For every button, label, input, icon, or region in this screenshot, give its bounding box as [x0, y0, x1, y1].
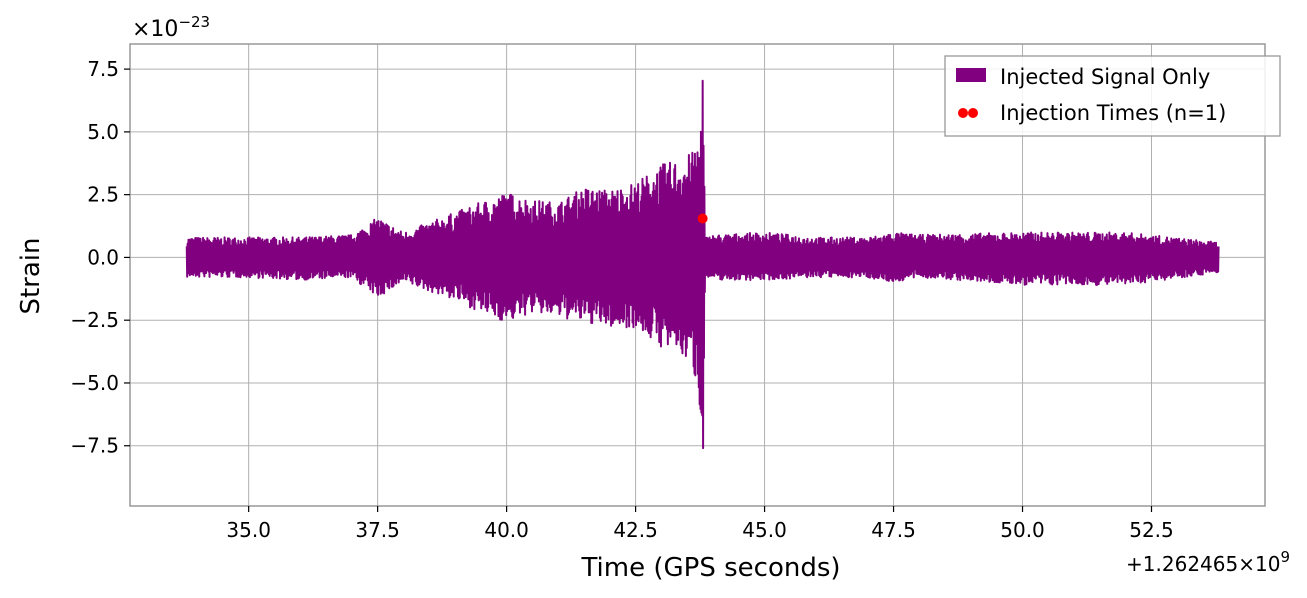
series-layer	[185, 79, 1220, 450]
legend-marker-injection-1	[958, 108, 968, 118]
y-axis-label: Strain	[16, 237, 46, 314]
legend-label-signal: Injected Signal Only	[1000, 65, 1210, 89]
x-tick-label: 42.5	[613, 518, 658, 542]
x-tick-label: 37.5	[355, 518, 400, 542]
y-tick-label: 7.5	[87, 57, 119, 81]
ticks: 35.0 37.5 40.0 42.5 45.0 47.5 50.0 52.5 −7.5 −5.0…	[70, 57, 1173, 542]
x-tick-label: 40.0	[484, 518, 529, 542]
y-tick-label: −7.5	[70, 434, 119, 458]
legend-label-injection: Injection Times (n=1)	[1000, 101, 1226, 125]
x-tick-label: 45.0	[742, 518, 787, 542]
x-offset-label: +1.262465×109	[1126, 548, 1290, 576]
y-tick-label: −5.0	[70, 371, 119, 395]
legend-box	[944, 55, 1281, 137]
x-axis-label: Time (GPS seconds)	[580, 553, 840, 583]
x-tick-label: 52.5	[1129, 518, 1174, 542]
injection-point	[697, 213, 708, 224]
plot-frame	[129, 43, 1266, 507]
y-tick-label: 0.0	[87, 245, 119, 269]
y-tick-label: 2.5	[87, 183, 119, 207]
signal-line	[185, 79, 1220, 450]
x-tick-label: 35.0	[226, 518, 271, 542]
y-scale-label: ×10−23	[132, 13, 210, 42]
y-tick-label: 5.0	[87, 120, 119, 144]
y-tick-label: −2.5	[70, 308, 119, 332]
legend: Injected Signal Only Injection Times (n=…	[944, 55, 1281, 137]
legend-swatch-signal	[956, 68, 986, 82]
x-tick-label: 50.0	[1000, 518, 1045, 542]
x-tick-label: 47.5	[871, 518, 916, 542]
legend-marker-injection-2	[968, 108, 978, 118]
